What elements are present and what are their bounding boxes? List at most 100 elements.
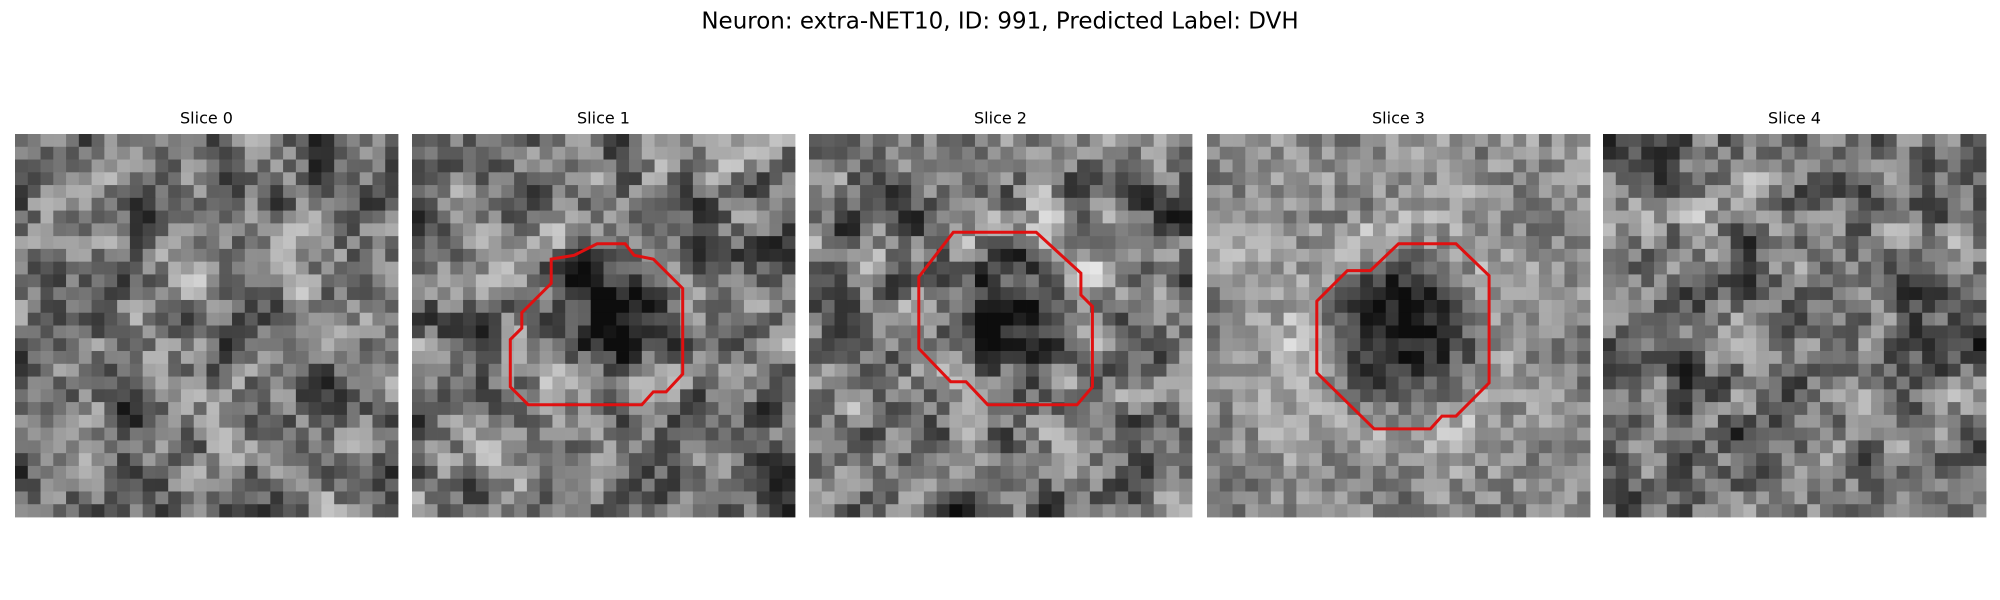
- image-pixel: [27, 210, 41, 224]
- image-pixel: [66, 197, 80, 211]
- image-pixel: [1909, 427, 1923, 441]
- image-pixel: [1807, 325, 1821, 339]
- image-pixel: [705, 440, 719, 454]
- image-pixel: [1245, 414, 1259, 429]
- image-pixel: [1077, 491, 1091, 505]
- image-pixel: [475, 504, 489, 518]
- image-pixel: [15, 389, 29, 403]
- image-pixel: [1179, 351, 1193, 365]
- image-pixel: [232, 248, 246, 263]
- image-pixel: [872, 453, 886, 467]
- image-pixel: [743, 185, 758, 199]
- image-pixel: [1232, 376, 1246, 390]
- image-pixel: [346, 134, 361, 148]
- image-pixel: [15, 248, 29, 263]
- image-pixel: [15, 453, 29, 467]
- image-pixel: [40, 185, 54, 199]
- image-pixel: [27, 197, 41, 211]
- image-pixel: [27, 312, 41, 326]
- image-pixel: [834, 478, 848, 492]
- image-pixel: [66, 261, 80, 275]
- image-pixel: [1398, 491, 1412, 505]
- image-pixel: [936, 210, 950, 224]
- image-pixel: [180, 478, 195, 492]
- image-pixel: [142, 210, 156, 224]
- image-pixel: [40, 159, 54, 173]
- image-pixel: [1820, 185, 1834, 199]
- image-pixel: [962, 427, 976, 441]
- image-pixel: [1934, 159, 1949, 173]
- image-pixel: [1730, 363, 1744, 377]
- image-pixel: [346, 427, 361, 441]
- image-pixel: [1372, 312, 1387, 326]
- image-pixel: [1347, 223, 1361, 237]
- image-pixel: [1845, 312, 1859, 326]
- image-pixel: [667, 261, 681, 275]
- image-pixel: [1973, 248, 1987, 263]
- image-pixel: [616, 146, 630, 160]
- image-pixel: [1820, 389, 1834, 403]
- image-pixel: [526, 389, 541, 403]
- image-pixel: [1245, 478, 1259, 492]
- image-pixel: [923, 465, 938, 480]
- image-pixel: [1013, 210, 1027, 224]
- image-pixel: [1051, 338, 1065, 352]
- image-pixel: [1000, 440, 1014, 454]
- image-pixel: [885, 414, 899, 429]
- image-pixel: [219, 146, 233, 160]
- image-pixel: [219, 440, 233, 454]
- image-pixel: [1166, 236, 1180, 250]
- image-pixel: [590, 185, 604, 199]
- image-pixel: [308, 338, 322, 352]
- image-pixel: [1283, 491, 1297, 505]
- image-pixel: [1475, 363, 1489, 377]
- image-pixel: [1115, 478, 1129, 492]
- image-pixel: [1270, 478, 1284, 492]
- image-pixel: [1398, 287, 1412, 301]
- image-pixel: [1411, 185, 1425, 199]
- image-pixel: [1334, 236, 1348, 250]
- image-pixel: [168, 248, 182, 263]
- image-pixel: [756, 363, 770, 377]
- image-pixel: [193, 376, 207, 390]
- image-pixel: [1883, 325, 1898, 339]
- image-pixel: [78, 504, 92, 518]
- image-pixel: [321, 312, 335, 326]
- image-pixel: [1832, 491, 1846, 505]
- image-pixel: [412, 248, 426, 263]
- image-pixel: [809, 465, 823, 480]
- image-pixel: [308, 248, 322, 263]
- image-pixel: [1115, 440, 1129, 454]
- image-pixel: [1513, 440, 1527, 454]
- image-pixel: [1756, 491, 1770, 505]
- image-pixel: [53, 414, 67, 429]
- image-pixel: [1922, 210, 1936, 224]
- image-pixel: [27, 172, 41, 186]
- image-pixel: [1051, 453, 1065, 467]
- image-pixel: [756, 134, 770, 148]
- image-pixel: [1909, 185, 1923, 199]
- image-pixel: [412, 287, 426, 301]
- image-pixel: [1153, 414, 1167, 429]
- image-pixel: [1207, 351, 1221, 365]
- image-pixel: [577, 478, 592, 492]
- image-pixel: [834, 248, 848, 263]
- image-pixel: [1372, 210, 1387, 224]
- image-pixel: [539, 389, 553, 403]
- image-pixel: [577, 185, 592, 199]
- image-pixel: [1934, 376, 1949, 390]
- image-pixel: [1526, 351, 1540, 365]
- image-pixel: [705, 338, 719, 352]
- image-pixel: [232, 478, 246, 492]
- image-pixel: [372, 172, 386, 186]
- image-pixel: [692, 312, 707, 326]
- image-pixel: [680, 504, 694, 518]
- image-pixel: [53, 363, 67, 377]
- image-pixel: [1934, 491, 1949, 505]
- image-pixel: [346, 159, 361, 173]
- image-pixel: [437, 363, 451, 377]
- image-pixel: [949, 261, 963, 275]
- image-pixel: [1679, 146, 1693, 160]
- image-pixel: [1115, 376, 1129, 390]
- image-pixel: [219, 134, 233, 148]
